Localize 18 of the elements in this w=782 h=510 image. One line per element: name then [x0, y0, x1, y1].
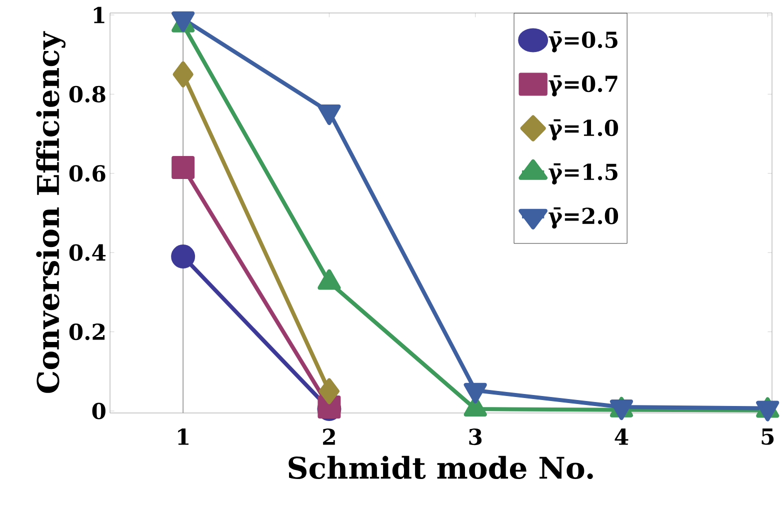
y-tick-label: 0.6 [69, 165, 106, 182]
y-tick-label: 0 [92, 402, 106, 420]
y-axis-title: Conversion Efficiency [36, 31, 66, 393]
legend-label: γ̄=0.5 [548, 31, 618, 52]
y-tick-label: 0.2 [69, 324, 105, 340]
x-tick-label: 1 [178, 428, 189, 445]
x-axis-title: Schmidt mode No. [288, 456, 593, 480]
y-tick-label: 0.4 [69, 244, 106, 261]
x-tick-label: 2 [323, 428, 335, 445]
y-tick-label: 0.8 [69, 86, 106, 102]
x-tick-label: 3 [469, 428, 482, 446]
x-tick-label: 4 [614, 428, 628, 445]
legend-label: γ̄=1.5 [548, 163, 618, 184]
x-tick-label: 5 [762, 428, 774, 445]
legend-label: γ̄=2.0 [548, 207, 618, 229]
legend-label: γ̄=1.0 [548, 119, 618, 140]
legend-label: γ̄=0.7 [548, 75, 618, 96]
y-tick-label: 1 [94, 6, 104, 24]
